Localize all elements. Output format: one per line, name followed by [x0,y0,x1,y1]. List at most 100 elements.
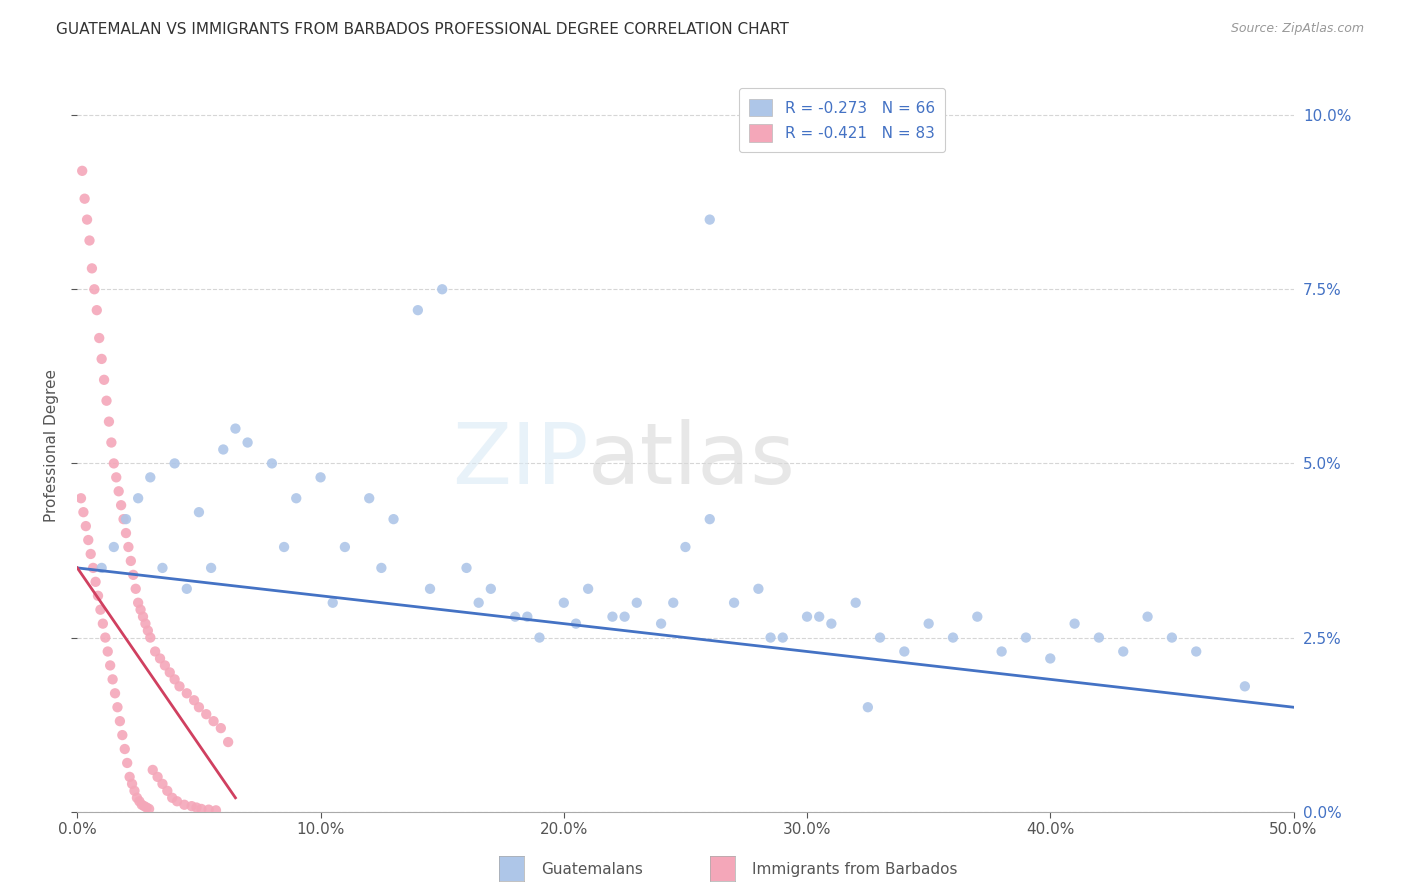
Point [202,714,225,728]
Point [236,435,259,450]
Point [77,533,100,547]
Point [613,609,636,624]
Point [195,707,218,722]
Point [132,609,155,624]
Point [675,540,697,554]
Point [114,742,136,756]
Point [166,794,188,808]
Point [89,331,111,345]
Point [163,457,186,471]
Point [516,609,538,624]
Point [152,561,174,575]
Point [820,616,842,631]
Point [845,596,868,610]
Point [118,770,141,784]
Point [138,802,160,816]
Point [108,714,131,728]
Point [529,631,551,645]
Point [139,470,162,484]
Point [80,261,103,276]
Point [110,498,132,512]
Point [626,596,648,610]
Point [142,763,165,777]
Point [176,686,198,700]
Point [143,644,166,658]
Point [75,519,97,533]
Point [90,561,112,575]
Point [125,582,148,596]
Point [565,616,588,631]
Point [160,790,183,805]
Point [1136,609,1159,624]
Point [188,505,211,519]
Point [79,234,101,248]
Point [942,631,965,645]
Point [382,512,405,526]
Point [856,700,879,714]
Point [98,658,121,673]
Point [419,582,441,596]
Point [89,603,111,617]
Point [1161,631,1184,645]
Point [84,574,107,589]
Point [186,800,208,814]
Point [76,212,98,227]
Point [359,491,381,506]
Point [117,540,139,554]
Text: ZIP: ZIP [451,419,588,502]
Point [200,561,222,575]
Point [333,540,356,554]
Point [100,435,122,450]
Point [285,491,308,506]
Text: atlas: atlas [588,419,796,502]
Point [169,679,191,693]
Point [432,282,454,296]
Point [747,582,769,596]
Point [1063,616,1085,631]
Point [97,415,120,429]
Point [107,700,129,714]
Point [153,658,176,673]
Text: Immigrants from Barbados: Immigrants from Barbados [752,863,957,877]
Point [370,561,392,575]
Point [156,784,179,798]
Point [309,470,332,484]
Point [122,567,145,582]
Point [918,616,941,631]
Point [197,803,219,817]
Point [183,693,205,707]
Point [553,596,575,610]
Point [260,457,283,471]
Point [127,596,149,610]
Y-axis label: Professional Degree: Professional Degree [44,369,59,523]
Point [86,303,108,318]
Point [134,799,156,814]
Point [87,589,110,603]
Point [966,609,988,624]
Point [205,803,228,817]
Point [124,784,146,798]
Point [94,631,117,645]
Point [129,603,152,617]
Point [101,673,124,687]
Point [467,596,489,610]
Point [121,777,143,791]
Point [699,512,721,526]
Point [576,582,599,596]
Text: Source: ZipAtlas.com: Source: ZipAtlas.com [1230,22,1364,36]
Point [1233,679,1256,693]
Point [82,561,104,575]
Point [104,686,127,700]
Point [159,665,181,680]
Point [224,421,246,435]
Point [190,802,212,816]
Point [103,457,125,471]
Point [1015,631,1038,645]
Point [1039,651,1062,665]
Point [91,616,114,631]
Point [97,644,120,658]
Point [503,609,526,624]
Point [209,721,232,735]
Point [273,540,295,554]
Legend: R = -0.273   N = 66, R = -0.421   N = 83: R = -0.273 N = 66, R = -0.421 N = 83 [738,88,945,153]
